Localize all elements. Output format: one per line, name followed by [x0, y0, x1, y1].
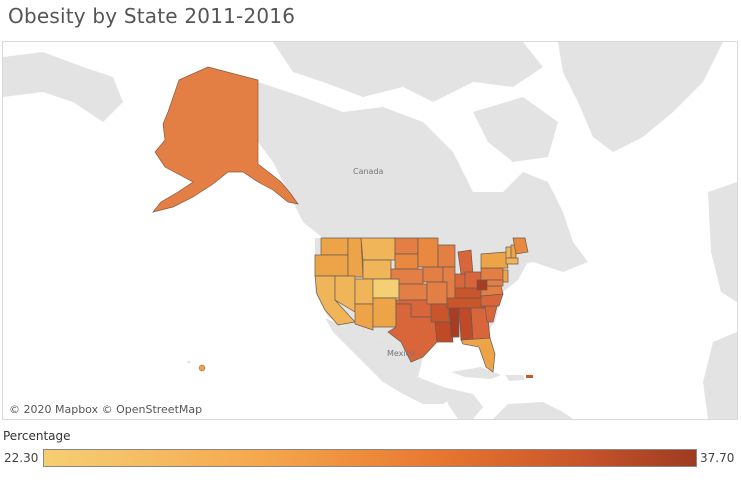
mississippi-state[interactable]	[448, 307, 460, 338]
maine-state[interactable]	[512, 237, 529, 255]
russia-edge	[3, 52, 123, 122]
minnesota-state[interactable]	[417, 237, 439, 268]
iowa-state[interactable]	[422, 266, 444, 283]
puerto-rico[interactable]	[526, 375, 533, 378]
new-jersey-state[interactable]	[502, 269, 509, 283]
oregon-state[interactable]	[314, 254, 349, 277]
hispaniola-island	[505, 375, 525, 381]
africa-edge	[703, 332, 737, 419]
mexico-landmass	[325, 318, 453, 404]
mexico-label: Mexico	[387, 349, 415, 358]
hawaii-state[interactable]	[198, 364, 206, 372]
vermont-state[interactable]	[505, 246, 512, 259]
west-virginia-state[interactable]	[476, 279, 488, 291]
south-dakota-state[interactable]	[394, 253, 419, 270]
new-york-state[interactable]	[480, 251, 509, 269]
missouri-state[interactable]	[426, 281, 448, 305]
map-canvas[interactable]: Canada Mexico	[3, 42, 737, 419]
greenland-landmass	[558, 42, 723, 152]
arizona-state[interactable]	[354, 303, 374, 331]
massachusetts-state[interactable]	[505, 257, 519, 265]
louisiana-state[interactable]	[434, 321, 454, 343]
idaho-state[interactable]	[347, 237, 364, 278]
canada-landmass	[258, 82, 588, 272]
washington-state[interactable]	[320, 237, 349, 256]
florida-state[interactable]	[460, 337, 496, 373]
canada-label: Canada	[353, 167, 384, 176]
michigan-state[interactable]	[457, 249, 474, 275]
map-view[interactable]: Canada Mexico © 2020 Mapbox © OpenStreet…	[2, 41, 738, 420]
montana-state[interactable]	[360, 237, 396, 261]
wyoming-state[interactable]	[362, 259, 392, 280]
colorado-state[interactable]	[372, 278, 400, 299]
north-dakota-state[interactable]	[394, 237, 419, 255]
arctic-islands	[273, 42, 543, 102]
maryland-state[interactable]	[486, 279, 504, 287]
utah-state[interactable]	[354, 278, 374, 305]
legend-max-value: 37.70	[700, 451, 735, 465]
us-states-layer	[314, 237, 529, 373]
cuba-island	[451, 367, 501, 379]
baffin-island	[473, 97, 558, 162]
arkansas-state[interactable]	[430, 303, 450, 323]
chart-title: Obesity by State 2011-2016	[8, 4, 296, 28]
legend-title: Percentage	[3, 429, 71, 443]
map-attribution[interactable]: © 2020 Mapbox © OpenStreetMap	[9, 403, 203, 416]
legend-min-value: 22.30	[4, 451, 39, 465]
south-america	[493, 402, 573, 419]
alaska-state[interactable]	[152, 66, 299, 213]
tennessee-state[interactable]	[446, 297, 486, 309]
europe-edge	[708, 182, 737, 302]
new-mexico-state[interactable]	[372, 297, 397, 328]
central-america	[443, 387, 483, 419]
pennsylvania-state[interactable]	[480, 267, 504, 281]
alabama-state[interactable]	[458, 307, 474, 341]
kansas-state[interactable]	[398, 283, 428, 301]
wisconsin-state[interactable]	[437, 244, 456, 268]
hawaii-island-small	[187, 360, 191, 364]
legend-color-scale	[43, 449, 697, 467]
texas-state[interactable]	[387, 303, 438, 363]
